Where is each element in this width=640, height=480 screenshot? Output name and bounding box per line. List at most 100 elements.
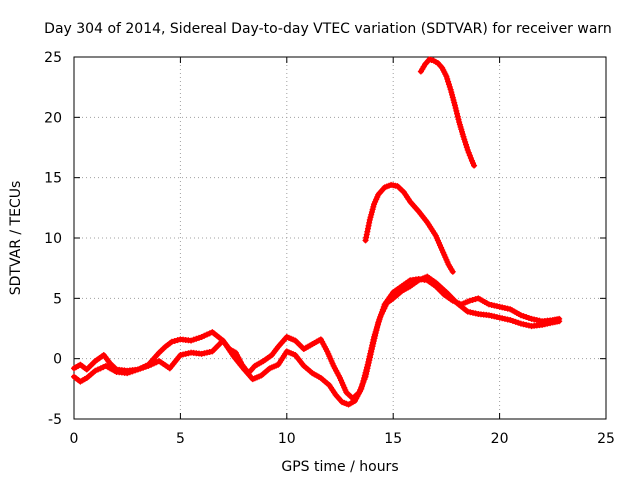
series-track-main-upper bbox=[71, 276, 563, 402]
data-point bbox=[204, 331, 210, 338]
data-point bbox=[196, 334, 203, 341]
x-tick-label: 10 bbox=[278, 431, 296, 447]
x-tick-label: 25 bbox=[597, 431, 615, 447]
data-point bbox=[523, 314, 530, 321]
data-point bbox=[515, 319, 522, 326]
data-point bbox=[504, 305, 511, 312]
data-point bbox=[377, 313, 384, 320]
data-point bbox=[364, 225, 371, 232]
y-tick-label: 25 bbox=[44, 50, 62, 66]
data-point bbox=[369, 339, 376, 346]
data-point bbox=[520, 321, 527, 328]
data-point bbox=[544, 320, 551, 327]
data-point bbox=[525, 322, 532, 329]
data-point bbox=[368, 211, 375, 218]
x-tick-label: 0 bbox=[70, 431, 79, 447]
data-point bbox=[140, 364, 147, 371]
data-point bbox=[367, 214, 374, 221]
data-point bbox=[365, 222, 372, 229]
data-point bbox=[362, 369, 369, 376]
data-point bbox=[145, 362, 152, 369]
data-point bbox=[193, 335, 200, 342]
data-point bbox=[367, 350, 374, 357]
data-point bbox=[464, 308, 471, 315]
data-point bbox=[137, 365, 144, 372]
data-point bbox=[361, 372, 368, 379]
data-point bbox=[363, 367, 370, 374]
data-point bbox=[507, 317, 514, 324]
data-point bbox=[512, 318, 519, 325]
data-point bbox=[368, 345, 375, 352]
data-point bbox=[528, 315, 535, 322]
data-point bbox=[359, 380, 366, 387]
data-point bbox=[124, 370, 131, 377]
data-point bbox=[447, 86, 454, 93]
y-axis-label: SDTVAR / TECUs bbox=[8, 181, 24, 296]
data-point bbox=[381, 305, 388, 312]
data-point bbox=[450, 97, 457, 104]
data-point bbox=[358, 383, 365, 390]
data-point bbox=[364, 228, 371, 235]
data-point bbox=[361, 375, 368, 382]
data-point bbox=[467, 155, 474, 162]
x-tick-label: 15 bbox=[384, 431, 402, 447]
data-point bbox=[360, 377, 367, 384]
data-point bbox=[499, 315, 506, 322]
data-point bbox=[493, 303, 500, 310]
data-point bbox=[168, 338, 175, 345]
series-track-main-lower bbox=[71, 273, 563, 408]
data-point bbox=[465, 149, 472, 156]
data-point bbox=[363, 234, 370, 241]
data-point bbox=[366, 219, 373, 226]
data-point bbox=[445, 78, 452, 85]
x-axis-label: GPS time / hours bbox=[281, 459, 398, 475]
data-point bbox=[444, 75, 451, 82]
data-point bbox=[466, 152, 473, 159]
data-point bbox=[453, 107, 460, 114]
data-point bbox=[449, 268, 456, 275]
data-point bbox=[488, 312, 495, 319]
data-point bbox=[448, 89, 455, 96]
data-point bbox=[455, 116, 462, 123]
data-point bbox=[379, 308, 386, 315]
data-point bbox=[142, 363, 149, 370]
data-point bbox=[471, 162, 478, 169]
data-point bbox=[190, 336, 197, 343]
data-point bbox=[454, 110, 461, 117]
series-line bbox=[71, 276, 562, 401]
data-point bbox=[539, 321, 546, 328]
data-point bbox=[452, 105, 459, 112]
data-point bbox=[150, 360, 157, 367]
data-point bbox=[204, 349, 210, 356]
data-point bbox=[382, 302, 389, 309]
data-point bbox=[369, 206, 376, 213]
grid-lines bbox=[74, 57, 606, 419]
data-point bbox=[362, 237, 369, 244]
data-point bbox=[369, 342, 376, 349]
data-point bbox=[488, 301, 495, 308]
data-point bbox=[366, 353, 373, 360]
y-tick-label: 15 bbox=[44, 171, 62, 187]
data-point bbox=[464, 146, 471, 153]
data-point bbox=[201, 332, 208, 339]
data-point bbox=[463, 144, 470, 151]
data-point bbox=[541, 321, 548, 328]
data-point bbox=[206, 349, 213, 356]
data-point bbox=[365, 358, 372, 365]
data-point bbox=[132, 367, 139, 374]
data-point bbox=[525, 314, 532, 321]
data-point bbox=[485, 301, 492, 308]
data-point bbox=[454, 113, 461, 120]
y-tick-label: 10 bbox=[44, 231, 62, 247]
data-point bbox=[449, 94, 456, 101]
data-point bbox=[174, 337, 181, 344]
data-point bbox=[501, 304, 508, 311]
data-point bbox=[496, 303, 503, 310]
data-point bbox=[466, 297, 473, 304]
data-point bbox=[462, 138, 469, 145]
y-tick-label: 5 bbox=[53, 291, 62, 307]
series-track-upper-arc bbox=[417, 56, 478, 169]
axis-ticks: 0 5 10 15 20 25 -5 0 5 10 15 20 25 bbox=[44, 50, 615, 447]
data-point bbox=[491, 302, 498, 309]
data-point bbox=[469, 296, 476, 303]
